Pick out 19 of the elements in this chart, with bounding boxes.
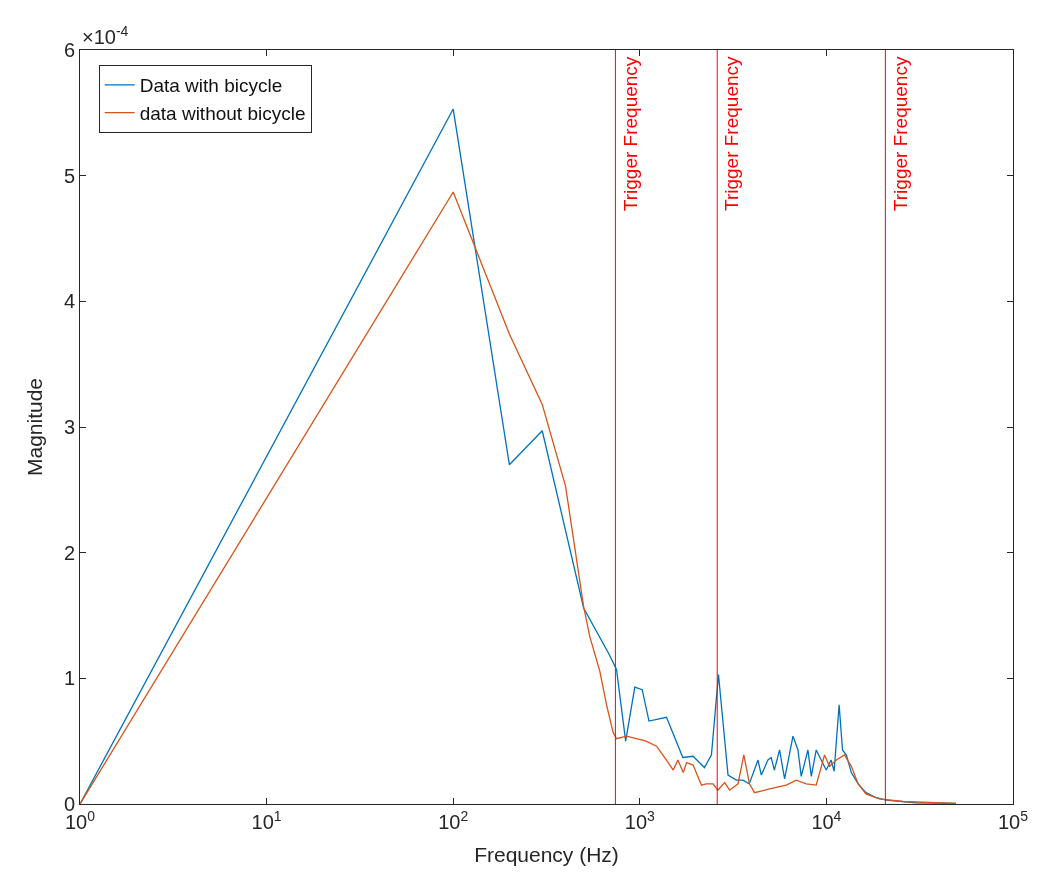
- y-tick-label: 2: [63, 541, 75, 564]
- text: ×10$^{-4}$: [82, 23, 129, 49]
- y-tick-label: 1: [63, 667, 75, 690]
- x-tick-label: 10$^{3}$: [624, 807, 656, 833]
- legend-label: Data with bicycle: [139, 75, 283, 97]
- ref-line-label: Trigger Frequency: [721, 55, 743, 211]
- x-tick-label: 10$^{1}$: [251, 807, 282, 833]
- ref-line-label: Trigger Frequency: [619, 56, 641, 212]
- y-axis-title: Magnitude: [23, 377, 47, 477]
- legend-label: data without bicycle: [139, 103, 306, 125]
- y-tick-label: 3: [63, 416, 75, 438]
- ref-line-label: Trigger Frequency: [889, 56, 911, 212]
- x-tick-label: 10$^{2}$: [438, 807, 469, 833]
- x-tick-label: 10$^{4}$: [811, 807, 842, 833]
- x-tick-label: 10$^{5}$: [997, 807, 1029, 833]
- y-tick-label: 4: [63, 290, 75, 313]
- x-axis-title: Frequency (Hz): [474, 843, 619, 867]
- y-tick-label: 6: [63, 39, 75, 61]
- y-tick-label: 5: [63, 164, 75, 187]
